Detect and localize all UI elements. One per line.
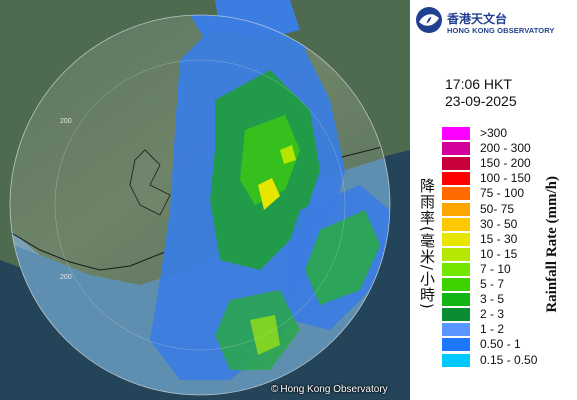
rain-core-lime bbox=[280, 145, 296, 164]
radar-coverage bbox=[10, 15, 390, 395]
copyright-owner: Hong Kong Observatory bbox=[280, 384, 388, 395]
range-ring-label: 200 bbox=[60, 118, 72, 125]
radar-map-graphic bbox=[0, 0, 410, 400]
legend-range-label: 150 - 200 bbox=[480, 156, 531, 171]
observatory-emblem-icon bbox=[416, 7, 442, 33]
legend-swatch bbox=[442, 127, 470, 140]
legend-range-label: 2 - 3 bbox=[480, 307, 505, 322]
rain-cell bbox=[190, 15, 225, 40]
range-ring-inner bbox=[54, 59, 346, 351]
legend-swatch bbox=[442, 232, 470, 246]
legend-swatch bbox=[442, 278, 470, 291]
legend-swatch bbox=[442, 172, 470, 186]
radar-map: 200 200 © Hong Kong Observatory bbox=[0, 0, 410, 400]
range-ring-label: 200 bbox=[60, 274, 72, 281]
legend-swatch bbox=[442, 293, 470, 307]
rain-band-south-lime bbox=[250, 315, 280, 355]
rain-band-sea-green bbox=[305, 210, 380, 305]
legend-range-label: 3 - 5 bbox=[480, 292, 505, 307]
legend-range-label: 0.15 - 0.50 bbox=[480, 352, 538, 367]
legend-range-label: 7 - 10 bbox=[480, 261, 511, 276]
legend-range-label: 100 - 150 bbox=[480, 171, 531, 186]
observation-time: 17:06 HKT bbox=[445, 76, 512, 92]
legend-swatch bbox=[442, 202, 470, 216]
observation-date: 23-09-2025 bbox=[445, 93, 517, 109]
legend-swatch bbox=[442, 308, 470, 322]
unit-label-english: Rainfall Rate (mm/h) bbox=[544, 176, 560, 313]
legend-swatch bbox=[442, 338, 470, 352]
rain-core-bright bbox=[240, 115, 300, 205]
observatory-logo: 香港天文台 HONG KONG OBSERVATORY bbox=[415, 6, 575, 42]
legend-swatch bbox=[442, 353, 470, 367]
rain-top-edge bbox=[215, 0, 300, 40]
legend-range-label: 75 - 100 bbox=[480, 186, 525, 201]
legend-range-label: 30 - 50 bbox=[480, 216, 518, 231]
legend-swatch bbox=[442, 157, 470, 171]
legend-swatch bbox=[442, 187, 470, 201]
legend-range-label: 0.50 - 1 bbox=[480, 337, 521, 352]
legend-range-label: 5 - 7 bbox=[480, 277, 505, 291]
rain-core-yellow bbox=[258, 178, 280, 210]
copyright-credit: © Hong Kong Observatory bbox=[271, 384, 388, 395]
observatory-name-english: HONG KONG OBSERVATORY bbox=[447, 26, 555, 35]
estuary-land bbox=[129, 149, 171, 216]
legend-range-label: 15 - 30 bbox=[480, 231, 518, 246]
legend-range-label: 10 - 15 bbox=[480, 246, 518, 261]
legend-swatch bbox=[442, 142, 470, 156]
legend-swatch bbox=[442, 247, 470, 261]
legend-range-label: 50- 75 bbox=[480, 201, 515, 216]
legend-range-label: 200 - 300 bbox=[480, 141, 531, 156]
legend-swatch bbox=[442, 323, 470, 337]
legend-swatch bbox=[442, 217, 470, 231]
legend-range-label: 1 - 2 bbox=[480, 322, 505, 337]
legend-range-label: >300 bbox=[480, 126, 508, 140]
unit-label-chinese: 降雨率(毫米/小時) bbox=[418, 178, 436, 310]
legend-panel: 香港天文台 HONG KONG OBSERVATORY 17:06 HKT 23… bbox=[410, 0, 577, 400]
observatory-name-chinese: 香港天文台 bbox=[447, 12, 508, 26]
copyright-symbol: © bbox=[271, 384, 279, 395]
legend-swatch bbox=[442, 262, 470, 276]
range-ring-outer bbox=[9, 14, 391, 396]
